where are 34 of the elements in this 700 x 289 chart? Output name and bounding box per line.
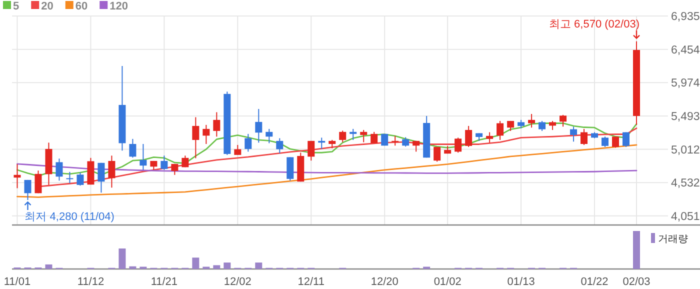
x-tick-label: 12/11	[298, 276, 324, 288]
bar	[192, 258, 200, 269]
bar	[213, 265, 220, 269]
bar	[633, 231, 640, 269]
legend-label: 120	[110, 0, 128, 12]
legend-label: 거래량	[658, 234, 688, 245]
bar	[255, 262, 262, 269]
y-tick-label: 6,935	[671, 11, 700, 23]
x-tick-label: 01/22	[580, 276, 608, 288]
y-tick-label: 4,532	[671, 178, 700, 190]
annotation: 최저 4,280 (11/04)	[24, 211, 114, 224]
annotation: 최고 6,570 (02/03)	[549, 18, 640, 40]
legend-label: 5	[13, 0, 20, 12]
bar	[45, 264, 52, 269]
bar	[118, 248, 126, 269]
y-tick-label: 5,493	[671, 110, 700, 123]
x-tick-label: 11/01	[4, 276, 31, 288]
x-tick-label: 12/02	[224, 276, 252, 288]
x-tick-label: 02/03	[622, 276, 650, 288]
x-tick-label: 01/13	[507, 276, 535, 288]
annotation: 최고 6,570 (02/03)	[549, 18, 640, 30]
legend-label: 20	[41, 0, 54, 12]
x-tick-label: 01/02	[434, 276, 462, 288]
annotation: 최저 4,280 (11/04)	[24, 201, 114, 224]
x-tick-label: 11/12	[77, 276, 104, 288]
x-tick-label: 11/21	[150, 276, 178, 288]
bar	[129, 266, 136, 269]
y-tick-label: 4,051	[671, 210, 700, 223]
legend-label: 60	[75, 0, 88, 12]
y-tick-label: 5,974	[671, 78, 700, 90]
y-tick-label: 6,454	[671, 44, 700, 56]
bar	[224, 262, 231, 269]
y-tick-label: 5,012	[671, 144, 700, 156]
x-tick-label: 12/20	[370, 276, 398, 288]
